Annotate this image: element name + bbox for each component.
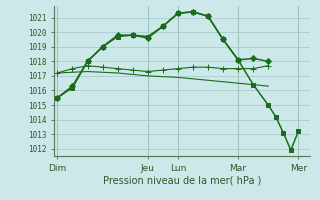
X-axis label: Pression niveau de la mer( hPa ): Pression niveau de la mer( hPa ) [103, 175, 261, 185]
